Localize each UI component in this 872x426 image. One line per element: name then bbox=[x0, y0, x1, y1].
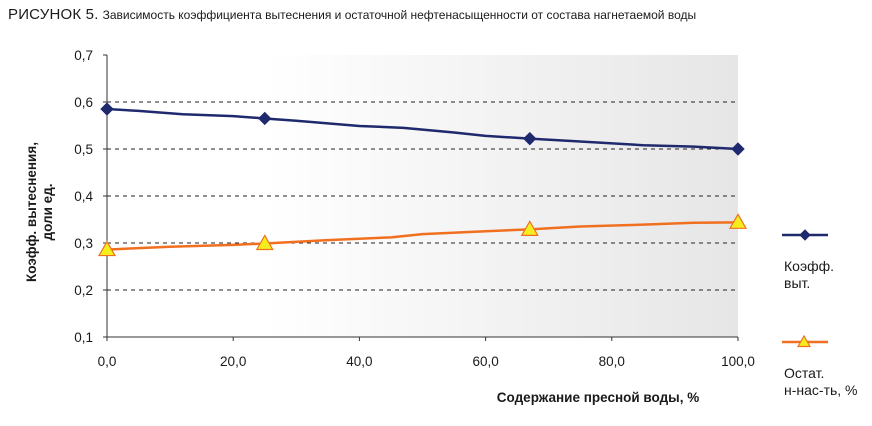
legend-label: Остат. bbox=[784, 365, 824, 381]
y-tick-labels: 0,1 0,2 0,3 0,4 0,5 0,6 0,7 bbox=[74, 48, 107, 345]
y-tick-label: 0,3 bbox=[74, 236, 93, 251]
y-tick-label: 0,1 bbox=[74, 330, 93, 345]
y-tick-label: 0,7 bbox=[74, 48, 93, 63]
x-tick-labels: 0,0 20,0 40,0 60,0 80,0 100,0 bbox=[98, 337, 755, 369]
legend: Коэфф.выт. Остат.н-нас-ть, % bbox=[782, 229, 858, 398]
y-axis-title: Коэфф. вытеснения, доли ед. bbox=[24, 142, 55, 282]
legend-marker-triangle bbox=[796, 334, 812, 348]
figure-caption: РИСУНОК 5. Зависимость коэффициента вытес… bbox=[8, 6, 696, 24]
series-line bbox=[106, 221, 739, 251]
series-line bbox=[106, 107, 739, 151]
data-point-triangle bbox=[255, 234, 274, 251]
x-tick-label: 100,0 bbox=[721, 354, 755, 369]
series-2 bbox=[97, 213, 748, 257]
legend-item: Остат.н-нас-ть, % bbox=[782, 334, 858, 398]
legend-label: Коэфф. bbox=[784, 258, 834, 274]
data-point-triangle bbox=[97, 240, 117, 257]
x-tick-label: 80,0 bbox=[599, 354, 625, 369]
y-tick-label: 0,5 bbox=[74, 142, 93, 157]
legend-marker-diamond bbox=[799, 229, 811, 241]
x-tick-label: 20,0 bbox=[220, 354, 246, 369]
x-tick-label: 60,0 bbox=[472, 354, 498, 369]
data-point-diamond bbox=[100, 102, 114, 116]
data-point-diamond bbox=[523, 131, 537, 146]
series-1 bbox=[100, 102, 745, 156]
data-point-triangle bbox=[520, 220, 539, 236]
series-group bbox=[97, 102, 748, 257]
x-axis-title: Содержание пресной воды, % bbox=[497, 390, 699, 405]
data-point-diamond bbox=[731, 142, 745, 156]
data-point-triangle bbox=[728, 213, 748, 229]
y-tick-label: 0,6 bbox=[74, 95, 93, 110]
data-point-diamond bbox=[258, 111, 272, 126]
y-tick-label: 0,2 bbox=[74, 283, 93, 298]
x-tick-label: 0,0 bbox=[98, 354, 117, 369]
gridlines bbox=[107, 101, 738, 291]
x-tick-label: 40,0 bbox=[346, 354, 372, 369]
legend-label: выт. bbox=[784, 275, 810, 291]
figure-title: Зависимость коэффициента вытеснения и ос… bbox=[102, 8, 697, 22]
legend-item: Коэфф.выт. bbox=[782, 229, 834, 291]
y-tick-label: 0,4 bbox=[74, 189, 93, 204]
legend-label: н-нас-ть, % bbox=[784, 382, 858, 398]
y-axis-title-line-2: доли ед. bbox=[40, 184, 55, 241]
figure-number: РИСУНОК 5. bbox=[8, 6, 99, 23]
y-axis-title-line-1: Коэфф. вытеснения, bbox=[24, 142, 39, 282]
